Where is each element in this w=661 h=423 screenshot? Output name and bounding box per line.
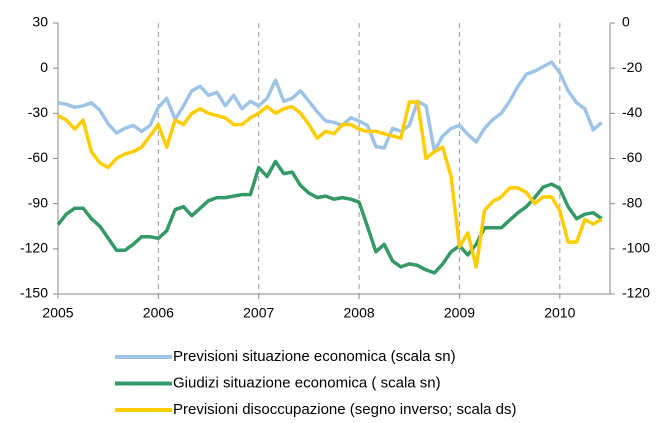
x-tick-label: 2007 bbox=[243, 305, 274, 321]
y2-tick-label: -80 bbox=[622, 194, 642, 210]
y-tick-label: -150 bbox=[20, 285, 48, 301]
y-tick-label: -60 bbox=[28, 149, 48, 165]
legend-label: Giudizi situazione economica ( scala sn) bbox=[173, 374, 441, 391]
x-tick-label: 2008 bbox=[344, 305, 375, 321]
y2-tick-label: 0 bbox=[622, 14, 630, 30]
legend-label: Previsioni disoccupazione (segno inverso… bbox=[173, 401, 517, 418]
y2-tick-label: -40 bbox=[622, 104, 642, 120]
y2-tick-label: -100 bbox=[622, 240, 650, 256]
y-tick-label: -90 bbox=[28, 194, 48, 210]
series-line bbox=[57, 60, 603, 153]
y2-tick-label: -20 bbox=[622, 59, 642, 75]
x-tick-label: 2005 bbox=[42, 305, 73, 321]
x-tick-label: 2010 bbox=[544, 305, 575, 321]
series-line bbox=[56, 159, 603, 275]
y2-tick-label: -120 bbox=[622, 285, 650, 301]
x-tick-label: 2006 bbox=[143, 305, 174, 321]
y-tick-label: -30 bbox=[28, 104, 48, 120]
y-tick-label: 0 bbox=[40, 59, 48, 75]
legend-label: Previsioni situazione economica (scala s… bbox=[173, 348, 456, 365]
series-line bbox=[57, 100, 603, 269]
y-tick-label: 30 bbox=[32, 14, 48, 30]
y2-tick-label: -60 bbox=[622, 149, 642, 165]
x-tick-label: 2009 bbox=[444, 305, 475, 321]
y-tick-label: -120 bbox=[20, 240, 48, 256]
